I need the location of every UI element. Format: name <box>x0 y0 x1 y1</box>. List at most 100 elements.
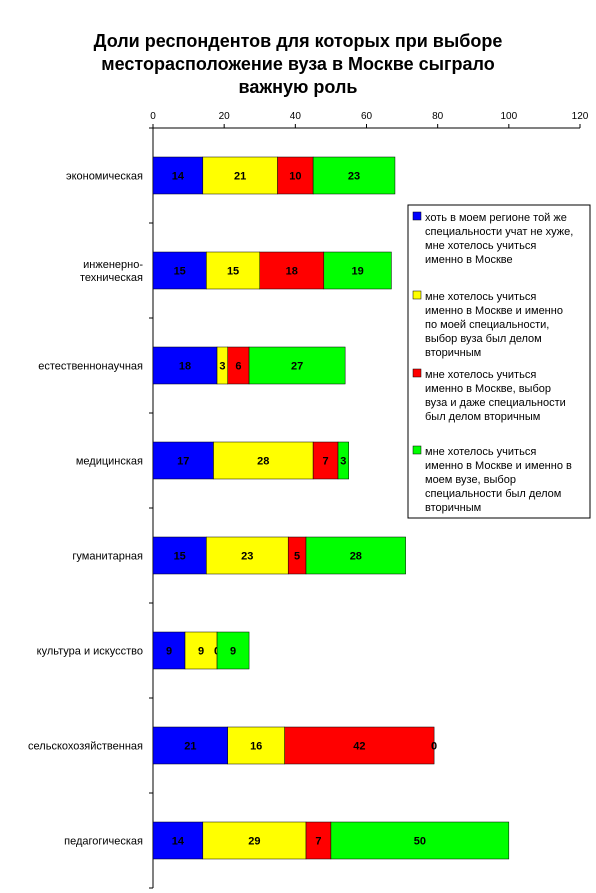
x-tick-label: 40 <box>290 111 302 122</box>
chart-title-line-3: важную роль <box>239 77 358 97</box>
bar-segment <box>259 251 325 290</box>
legend-entry-text: по моей специальности, <box>425 319 549 331</box>
legend-entry-text: вторичным <box>425 502 481 514</box>
category-label: сельскохозяйственная <box>28 741 143 753</box>
chart-title-line-1: Доли респондентов для которых при выборе <box>94 31 503 51</box>
bar-segment <box>152 251 207 290</box>
category-label: педагогическая <box>64 836 143 848</box>
bar-segment <box>152 821 204 860</box>
data-label: 15 <box>174 266 186 278</box>
data-label: 15 <box>174 551 186 563</box>
legend-entry-text: выбор вуза был делом <box>425 333 542 345</box>
bar-segment <box>337 441 349 480</box>
bar-segment <box>323 251 392 290</box>
bar-segment <box>152 156 204 195</box>
data-label: 6 <box>235 361 241 373</box>
legend-entry-text: именно в Москве, выбор <box>425 383 551 395</box>
x-tick-label: 20 <box>219 111 231 122</box>
category-label: техническая <box>80 272 143 284</box>
x-tick-label: 80 <box>432 111 444 122</box>
data-label: 9 <box>230 646 236 658</box>
legend-entry-text: был делом вторичным <box>425 411 540 423</box>
bar-segment <box>312 441 339 480</box>
data-label: 14 <box>172 171 185 183</box>
legend-swatch <box>412 290 422 300</box>
legend-swatch <box>412 211 422 221</box>
legend-swatch <box>412 445 422 455</box>
legend-entry-text: моем вузе, выбор <box>425 474 516 486</box>
data-label: 0 <box>431 741 437 753</box>
bar-segment <box>305 536 406 575</box>
bar-segment <box>305 821 332 860</box>
bar-segment <box>284 726 435 765</box>
bar-segment <box>213 441 314 480</box>
bar-segment <box>152 441 214 480</box>
category-label: культура и искусство <box>37 646 143 658</box>
bar-segment <box>202 156 278 195</box>
legend-entry-text: специальности учат не хуже, <box>425 226 573 238</box>
legend: хоть в моем регионе той же специальности … <box>407 204 591 519</box>
chart-title-line-2: месторасположение вуза в Москве сыграло <box>101 54 494 74</box>
legend-box <box>407 204 591 519</box>
data-label: 19 <box>351 266 363 278</box>
data-label: 23 <box>348 171 360 183</box>
legend-entry-text: вторичным <box>425 347 481 359</box>
bar-segment <box>330 821 510 860</box>
legend-entry-text: мне хотелось учиться <box>425 291 536 303</box>
bar-segment <box>227 726 285 765</box>
category-labels: экономическая инженерно-техническая естест… <box>28 171 143 848</box>
data-label: 7 <box>315 836 321 848</box>
data-label: 18 <box>286 266 298 278</box>
legend-entry-text: именно в Москве <box>425 254 513 266</box>
data-label: 10 <box>289 171 301 183</box>
bar-segment <box>277 156 314 195</box>
legend-entry-text: вуза и даже специальности <box>425 397 566 409</box>
data-label: 27 <box>291 361 303 373</box>
bar-segment <box>202 821 307 860</box>
bar-segment <box>152 536 207 575</box>
bars: 1421102315151819183627172873152352899092… <box>152 156 510 860</box>
x-tick-label: 120 <box>572 111 589 122</box>
data-label: 18 <box>179 361 191 373</box>
bar-segment <box>216 631 250 670</box>
data-label: 15 <box>227 266 239 278</box>
x-tick-label: 60 <box>361 111 373 122</box>
bar-segment <box>206 536 289 575</box>
data-label: 29 <box>248 836 260 848</box>
bar-segment <box>248 346 346 385</box>
legend-entry-text: именно в Москве и именно в <box>425 460 572 472</box>
bar-segment <box>152 346 218 385</box>
data-label: 9 <box>198 646 204 658</box>
data-label: 23 <box>241 551 253 563</box>
bar-segment <box>312 156 396 195</box>
category-label: инженерно- <box>83 259 143 271</box>
x-tick-label: 100 <box>500 111 517 122</box>
bar-segment <box>206 251 260 290</box>
data-label: 28 <box>257 456 269 468</box>
category-label: экономическая <box>66 171 143 183</box>
category-label: естественнонаучная <box>38 361 143 373</box>
data-label: 3 <box>340 456 346 468</box>
legend-swatch <box>412 368 422 378</box>
data-label: 9 <box>166 646 172 658</box>
data-label: 50 <box>414 836 426 848</box>
data-label: 7 <box>323 456 329 468</box>
data-label: 3 <box>219 361 225 373</box>
data-label: 28 <box>350 551 362 563</box>
legend-entry-text: мне хотелось учиться <box>425 446 536 458</box>
data-label: 16 <box>250 741 262 753</box>
legend-entry-text: мне хотелось учиться <box>425 369 536 381</box>
data-label: 21 <box>184 741 196 753</box>
category-label: медицинская <box>76 456 143 468</box>
data-label: 5 <box>294 551 300 563</box>
data-label: 21 <box>234 171 246 183</box>
legend-entry-text: хоть в моем регионе той же <box>425 212 567 224</box>
x-tick-label: 0 <box>150 111 156 122</box>
data-label: 17 <box>177 456 189 468</box>
legend-entry-text: специальности был делом <box>425 488 561 500</box>
legend-entry-text: мне хотелось учиться <box>425 240 536 252</box>
data-label: 14 <box>172 836 185 848</box>
legend-entry-text: именно в Москве и именно <box>425 305 563 317</box>
category-label: гуманитарная <box>72 551 143 563</box>
